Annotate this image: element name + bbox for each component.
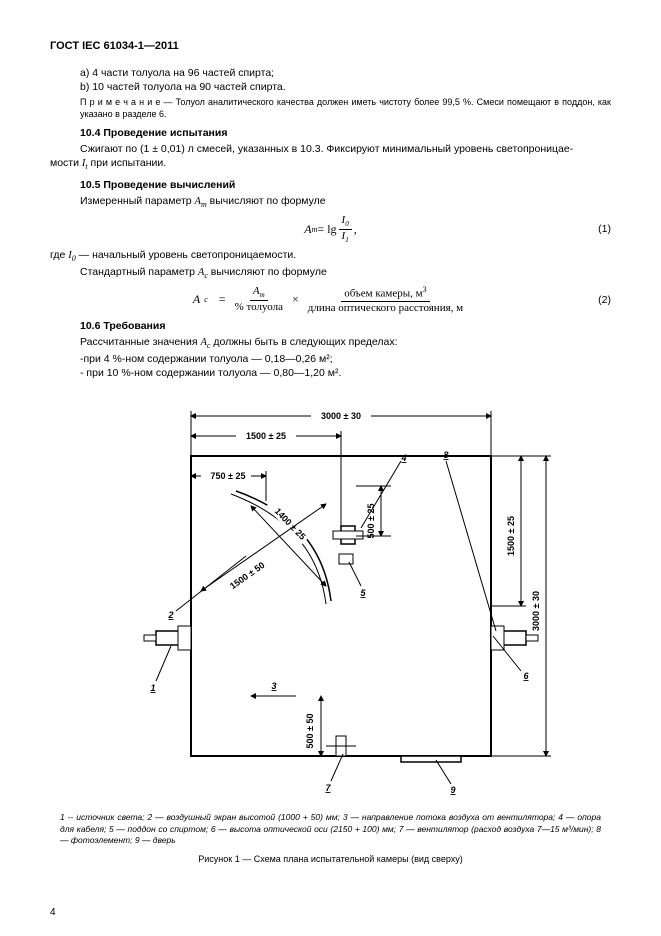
list-item-b: b) 10 частей толуола на 90 частей спирта…: [50, 80, 611, 94]
text: Измеренный параметр: [80, 195, 195, 207]
svg-text:1500 ± 25: 1500 ± 25: [246, 431, 286, 441]
figure-caption: Рисунок 1 — Схема плана испытательной ка…: [50, 854, 611, 864]
svg-text:3000 ± 30: 3000 ± 30: [531, 591, 541, 631]
req-2: - при 10 %-ном содержании толуола — 0,80…: [50, 366, 611, 380]
text: Рассчитанные значения: [80, 336, 200, 348]
text: где: [50, 249, 68, 261]
figure-svg: 3000 ± 30 1500 ± 25 750 ± 25 500 ± 5: [81, 386, 581, 806]
svg-text:5: 5: [360, 588, 366, 598]
eq-num-1: (1): [598, 223, 611, 235]
svg-text:500 ± 50: 500 ± 50: [305, 714, 315, 749]
text: Сжигают по (1 ± 0,01) л смесей, указанны…: [80, 143, 573, 155]
doc-header: ГОСТ IEC 61034-1—2011: [50, 40, 611, 52]
list-item-a: a) 4 части толуола на 96 частей спирта;: [50, 66, 611, 80]
svg-text:9: 9: [450, 785, 455, 795]
svg-text:4: 4: [400, 453, 406, 463]
eq2-denom1: % толуола: [232, 301, 286, 313]
svg-text:1400 ± 25: 1400 ± 25: [272, 506, 307, 542]
svg-text:3000 ± 30: 3000 ± 30: [321, 411, 361, 421]
page: ГОСТ IEC 61034-1—2011 a) 4 части толуола…: [0, 0, 661, 936]
text: мости: [50, 157, 82, 169]
text: должны быть в следующих пределах:: [210, 336, 397, 348]
section-10-6-para: Рассчитанные значения Ac должны быть в с…: [50, 335, 611, 352]
eq-num-2: (2): [598, 294, 611, 306]
text: Стандартный параметр: [80, 266, 198, 278]
svg-text:1500 ± 25: 1500 ± 25: [506, 516, 516, 556]
eq2-den-text: длина оптического расстояния, м: [305, 302, 466, 314]
text: — начальный уровень светопроницаемости.: [76, 249, 296, 261]
text: вычисляют по формуле: [207, 195, 326, 207]
section-10-5-title: 10.5 Проведение вычислений: [50, 179, 611, 191]
section-10-4-para-cont: мости It при испытании.: [50, 156, 611, 173]
svg-text:500 ± 25: 500 ± 25: [366, 504, 376, 539]
note: П р и м е ч а н и е — Толуол аналитическ…: [50, 97, 611, 120]
equation-2: Ac = Am % толуола × объем камеры, м3 дли…: [50, 286, 611, 314]
section-10-5-para1: Измеренный параметр Am вычисляют по форм…: [50, 194, 611, 211]
req-1: -при 4 %-ном содержании толуола — 0,18—0…: [50, 352, 611, 366]
page-number: 4: [50, 907, 56, 918]
text: при испытании.: [88, 157, 167, 169]
figure-legend: 1 -- источник света; 2 — воздушный экран…: [50, 812, 611, 846]
svg-text:3: 3: [271, 681, 276, 691]
svg-text:750 ± 25: 750 ± 25: [210, 471, 245, 481]
figure-1: 3000 ± 30 1500 ± 25 750 ± 25 500 ± 5: [50, 386, 611, 864]
svg-text:8: 8: [443, 450, 448, 460]
section-10-6-title: 10.6 Требования: [50, 320, 611, 332]
svg-text:1: 1: [150, 683, 155, 693]
where-clause: где I0 — начальный уровень светопроницае…: [50, 248, 611, 265]
equation-1: Am= lg I0 I1 , (1): [50, 215, 611, 244]
section-10-5-para2: Стандартный параметр Ac вычисляют по фор…: [50, 265, 611, 282]
svg-text:6: 6: [523, 671, 529, 681]
eq2-num-text: объем камеры, м: [344, 288, 422, 300]
text: вычисляют по формуле: [208, 266, 327, 278]
section-10-4-title: 10.4 Проведение испытания: [50, 127, 611, 139]
svg-text:2: 2: [167, 610, 173, 620]
section-10-4-para: Сжигают по (1 ± 0,01) л смесей, указанны…: [50, 142, 611, 156]
svg-text:7: 7: [325, 783, 331, 793]
